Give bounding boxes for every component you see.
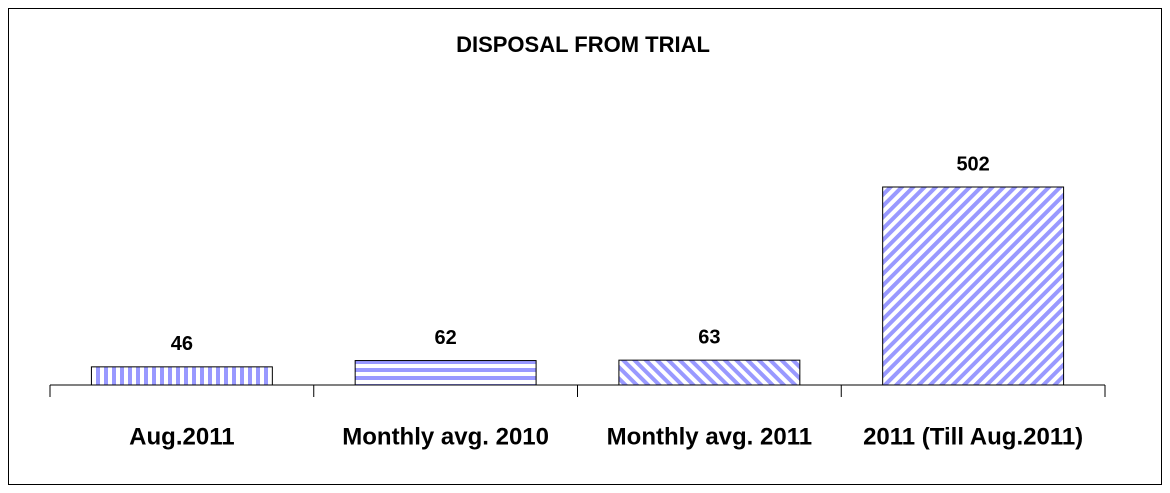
x-tick-label: Monthly avg. 2011: [607, 423, 812, 450]
value-label: 46: [171, 333, 193, 355]
value-label: 502: [956, 153, 989, 175]
chart-title: DISPOSAL FROM TRIAL: [456, 32, 710, 57]
x-tick-label: Aug.2011: [129, 423, 234, 450]
bar: [882, 186, 1065, 386]
bar: [618, 359, 801, 386]
value-label: 62: [435, 327, 457, 349]
bar: [354, 360, 537, 386]
x-tick-label: 2011 (Till Aug.2011): [863, 423, 1083, 450]
bar: [90, 366, 273, 386]
value-label: 63: [698, 326, 720, 348]
x-tick-label: Monthly avg. 2010: [342, 423, 549, 450]
